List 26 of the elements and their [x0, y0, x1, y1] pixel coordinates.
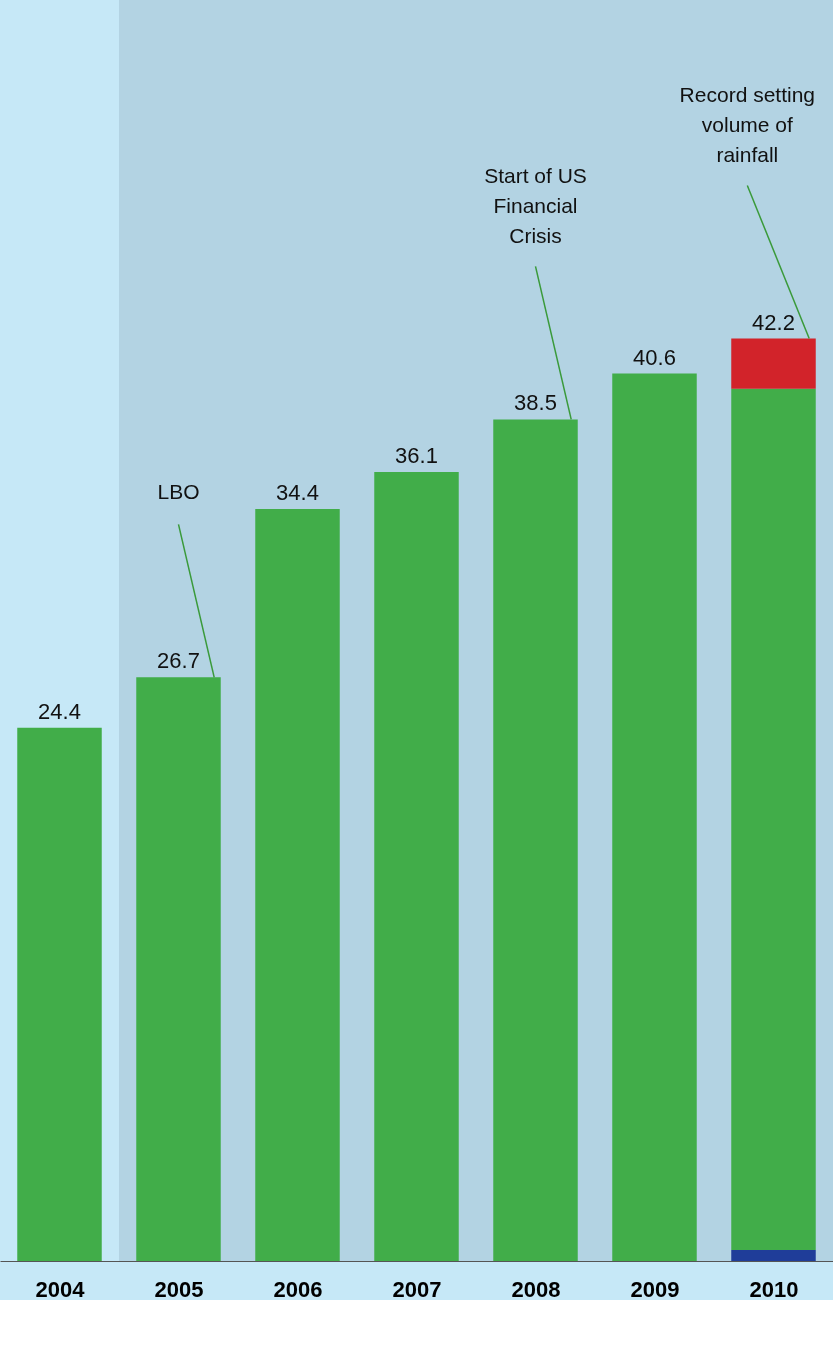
data-label: 40.6	[633, 344, 676, 370]
data-label: 34.4	[276, 480, 319, 506]
bar	[731, 1250, 816, 1261]
text: Start of US Financial Crisis	[484, 164, 587, 248]
x-tick-label: 2005	[154, 1276, 204, 1302]
data-label: 24.4	[38, 698, 81, 724]
x-tick-label: 2010	[749, 1276, 799, 1302]
bar	[17, 727, 102, 1261]
x-tick-label: 2007	[392, 1276, 442, 1302]
data-label: 36.1	[395, 442, 438, 468]
bar	[136, 677, 221, 1261]
x-tick-label: 2008	[511, 1276, 561, 1302]
x-tick-label: 2006	[273, 1276, 323, 1302]
bar	[493, 419, 578, 1261]
text: Record setting volume of rainfall	[679, 83, 816, 167]
bar	[255, 509, 340, 1261]
bar	[374, 471, 459, 1261]
data-label: 38.5	[514, 390, 557, 416]
total-label: 42.2	[752, 309, 795, 335]
x-tick-label: 2009	[630, 1276, 680, 1302]
bar	[612, 373, 697, 1261]
x-tick-label: 2004	[35, 1276, 86, 1302]
annotation: LBO	[157, 480, 200, 504]
bar	[731, 388, 816, 1251]
bar	[731, 338, 816, 389]
data-label: 26.7	[157, 648, 200, 674]
